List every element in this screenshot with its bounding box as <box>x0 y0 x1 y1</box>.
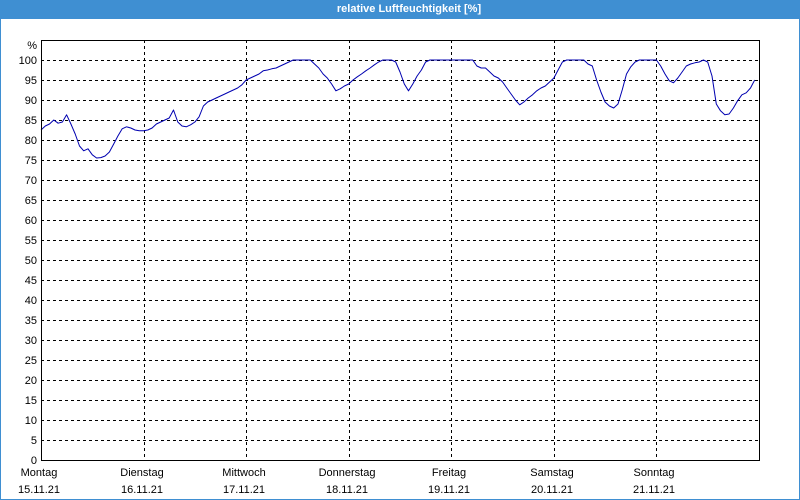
y-axis-unit-label: % <box>27 40 37 52</box>
chart-title: relative Luftfeuchtigkeit [%] <box>336 3 482 15</box>
x-tick-day-label: Donnerstag <box>319 467 376 479</box>
y-tick-label: 50 <box>25 255 37 267</box>
x-tick-day-label: Montag <box>21 467 58 479</box>
y-tick-label: 0 <box>31 455 37 467</box>
x-tick-day-label: Dienstag <box>120 467 163 479</box>
y-tick-label: 5 <box>31 435 37 447</box>
y-tick-label: 30 <box>25 335 37 347</box>
x-tick-date-label: 17.11.21 <box>223 484 265 496</box>
x-tick-date-label: 19.11.21 <box>428 484 470 496</box>
x-tick-day-label: Sonntag <box>634 467 675 479</box>
x-tick-date-label: 16.11.21 <box>121 484 163 496</box>
y-tick-label: 55 <box>25 235 37 247</box>
y-tick-label: 35 <box>25 315 37 327</box>
y-tick-label: 75 <box>25 155 37 167</box>
x-tick-date-label: 21.11.21 <box>633 484 675 496</box>
y-tick-label: 70 <box>25 175 37 187</box>
x-tick-date-label: 15.11.21 <box>18 484 60 496</box>
x-tick-day-label: Mittwoch <box>222 467 265 479</box>
plot-area <box>41 40 759 460</box>
x-axis-labels: Montag 15.11.21 Dienstag 16.11.21 Mittwoch 17… <box>18 467 675 496</box>
grid-lines <box>41 40 759 460</box>
y-tick-label: 40 <box>25 295 37 307</box>
x-tick-day-label: Samstag <box>530 467 573 479</box>
y-tick-label: 45 <box>25 275 37 287</box>
y-tick-label: 80 <box>25 135 37 147</box>
y-tick-label: 10 <box>25 415 37 427</box>
y-tick-label: 20 <box>25 375 37 387</box>
y-tick-label: 65 <box>25 195 37 207</box>
y-axis-labels: 0 5 10 15 20 25 30 35 40 45 50 55 60 65 70 75 80 85 90 95 10… <box>19 55 37 467</box>
x-tick-date-label: 18.11.21 <box>326 484 368 496</box>
y-tick-label: 25 <box>25 355 37 367</box>
x-tick-day-label: Freitag <box>432 467 466 479</box>
x-tick-date-label: 20.11.21 <box>531 484 573 496</box>
y-tick-label: 95 <box>25 75 37 87</box>
y-tick-label: 100 <box>19 55 37 67</box>
plot-border <box>41 40 760 461</box>
title-bar: relative Luftfeuchtigkeit [%] <box>0 0 800 19</box>
y-tick-label: 90 <box>25 95 37 107</box>
y-tick-label: 15 <box>25 395 37 407</box>
y-tick-label: 60 <box>25 215 37 227</box>
y-tick-label: 85 <box>25 115 37 127</box>
humidity-line <box>40 59 756 159</box>
